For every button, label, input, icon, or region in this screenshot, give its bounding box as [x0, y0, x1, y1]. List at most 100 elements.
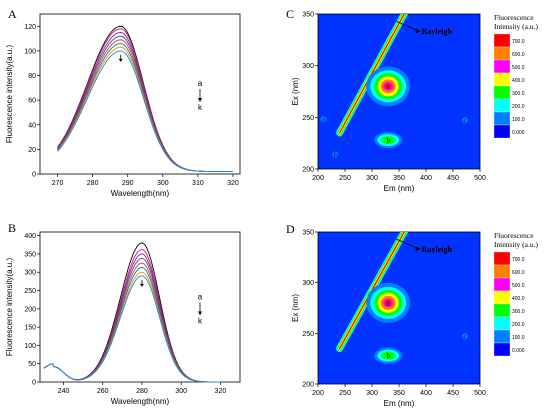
- rayleigh-arrow-head: [415, 246, 421, 252]
- y-axis-label: Ex (nm): [291, 294, 300, 322]
- minor-peak-label: b: [334, 153, 337, 159]
- x-tick-label: 500: [474, 175, 486, 182]
- heatmap-layer: a b c: [336, 232, 468, 364]
- peak-label: b: [386, 352, 390, 360]
- y-tick-label: 120: [24, 24, 36, 31]
- y-tick-label: 300: [24, 270, 36, 277]
- direction-arrow-head: [198, 311, 202, 316]
- y-tick-label: 100: [24, 48, 36, 55]
- x-tick-label: 260: [97, 388, 109, 395]
- y-tick-label: 350: [302, 12, 314, 19]
- rayleigh-arrow-head: [415, 28, 421, 34]
- legend-swatch: [493, 33, 511, 48]
- panel-letter: A: [8, 7, 17, 21]
- legend-title-line: Intensity (a.u.): [494, 22, 538, 31]
- rayleigh-arrow: [396, 238, 419, 250]
- contour-level: [381, 351, 396, 360]
- x-tick-label: 300: [157, 180, 169, 187]
- minor-peak: [332, 151, 339, 158]
- panel-letter: B: [8, 221, 16, 235]
- minor-peak: [320, 116, 327, 123]
- legend-title-line: Intensity (a.u.): [494, 240, 538, 249]
- y-tick-label: 200: [302, 167, 314, 174]
- rayleigh-label: Rayleigh: [422, 27, 453, 36]
- legend-level-label: 0.000: [512, 348, 525, 354]
- peak-arrow-head: [139, 283, 144, 287]
- arrow-label-top: a: [198, 293, 203, 302]
- heatmap-layer: a b a b c: [320, 14, 468, 159]
- panel-letter: D: [286, 222, 295, 236]
- legend-level-label: 500.0: [512, 65, 525, 71]
- y-tick-label: 60: [28, 98, 36, 105]
- arrow-label-bottom: k: [198, 317, 203, 326]
- panel-0-axes: 270 280 290 300 310 320 0 20 40 60 80 100 120 Wavelen…: [5, 7, 241, 198]
- legend-swatch: [493, 277, 511, 292]
- panel-letter: C: [286, 7, 294, 21]
- series-line: [43, 271, 221, 383]
- x-tick-label: 400: [420, 390, 432, 397]
- y-tick-label: 250: [24, 288, 36, 295]
- x-tick-label: 290: [122, 180, 134, 187]
- x-tick-label: 300: [366, 175, 378, 182]
- x-tick-label: 200: [312, 175, 324, 182]
- y-tick-label: 300: [302, 63, 314, 70]
- x-axis-label: Em (nm): [384, 184, 415, 193]
- contour-level: [385, 83, 392, 90]
- x-tick-label: 400: [420, 175, 432, 182]
- legend-level-label: 100.0: [512, 335, 525, 341]
- y-tick-label: 350: [302, 230, 314, 237]
- x-tick-label: 500: [474, 390, 486, 397]
- x-tick-label: 280: [87, 180, 99, 187]
- y-tick-label: 250: [302, 331, 314, 338]
- plot-frame: [39, 231, 241, 383]
- rayleigh-band: [338, 14, 405, 134]
- panel-1-axes: 240 260 280 300 320 0 50 100 150 200 250 300 350 400 W…: [5, 221, 241, 406]
- series-line: [43, 253, 221, 383]
- peak-label: a: [387, 299, 391, 307]
- y-tick-label: 350: [24, 251, 36, 258]
- contour-level: [385, 300, 392, 306]
- series-line: [57, 43, 233, 172]
- contour-level: [381, 136, 396, 145]
- legend-level-label: 200.0: [512, 104, 525, 110]
- y-tick-label: 300: [302, 280, 314, 287]
- arrow-label-top: a: [198, 79, 203, 88]
- series-line: [57, 50, 233, 172]
- y-axis-label: Fluorescence intensity(a.u.): [5, 45, 14, 144]
- series-line: [43, 257, 221, 383]
- legend-title-line: Fluorescence: [494, 231, 534, 240]
- y-tick-label: 400: [24, 233, 36, 240]
- x-tick-label: 250: [339, 175, 351, 182]
- y-tick-label: 200: [302, 382, 314, 389]
- x-tick-label: 320: [227, 180, 239, 187]
- y-tick-label: 40: [28, 122, 36, 129]
- legend-level-label: 300.0: [512, 91, 525, 97]
- x-tick-label: 310: [192, 180, 204, 187]
- x-tick-label: 300: [366, 390, 378, 397]
- legend-level-label: 400.0: [512, 78, 525, 84]
- peak-label: b: [386, 137, 390, 145]
- x-tick-label: 350: [393, 175, 405, 182]
- legend-level-label: 600.0: [512, 270, 525, 276]
- legend-level-label: 200.0: [512, 322, 525, 328]
- legend-swatch: [493, 251, 511, 266]
- x-tick-label: 350: [393, 390, 405, 397]
- legend-swatch: [493, 303, 511, 318]
- legend-level-label: 0.000: [512, 130, 525, 136]
- x-tick-label: 200: [312, 390, 324, 397]
- legend-swatch: [493, 342, 511, 357]
- y-tick-label: 0: [32, 172, 36, 179]
- y-tick-label: 250: [302, 115, 314, 122]
- x-tick-label: 450: [447, 175, 459, 182]
- legend-swatch: [493, 111, 511, 126]
- rayleigh-band: [338, 232, 405, 350]
- y-tick-label: 0: [32, 380, 36, 387]
- x-tick-label: 300: [175, 388, 187, 395]
- legend-level-label: 700.0: [512, 39, 525, 45]
- panel-1-series: ak: [43, 242, 221, 383]
- series-line: [43, 262, 221, 383]
